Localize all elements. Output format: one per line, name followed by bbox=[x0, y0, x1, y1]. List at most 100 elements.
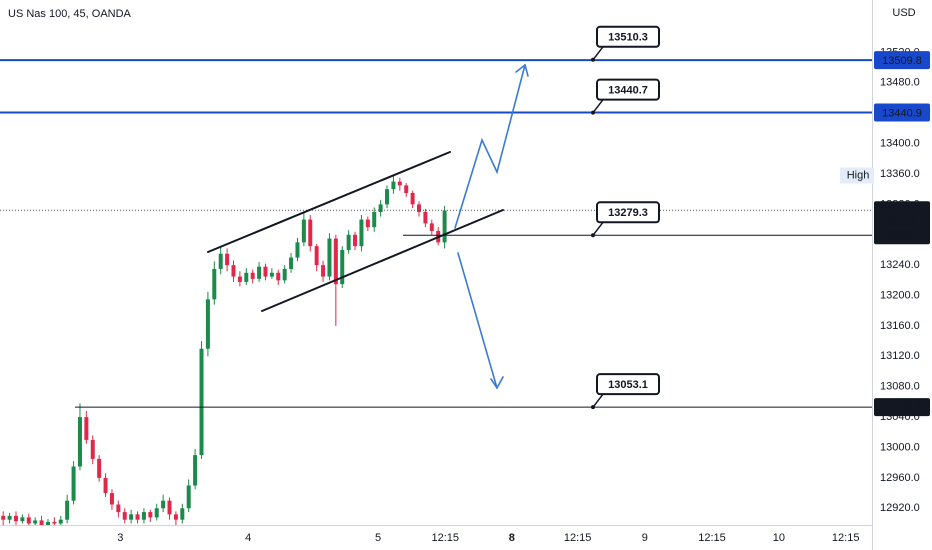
candle-body bbox=[263, 266, 268, 277]
candle-body bbox=[71, 466, 76, 501]
candle-body bbox=[180, 508, 185, 520]
candle-body bbox=[199, 348, 204, 456]
candle-body bbox=[321, 265, 326, 277]
candle-body bbox=[340, 249, 345, 285]
arrow-up-head bbox=[515, 63, 529, 77]
levels: 13510.3 13440.7 13279.3 13053.1 bbox=[0, 25, 872, 410]
candle-body bbox=[314, 246, 319, 266]
candle-body bbox=[167, 500, 172, 515]
price-tag-label: 13053.1 bbox=[882, 402, 922, 414]
candle-body bbox=[391, 181, 396, 190]
price-tag bbox=[874, 51, 930, 70]
countdown: 00:43 bbox=[888, 217, 916, 229]
candle-body bbox=[429, 223, 434, 231]
callout-tail bbox=[592, 46, 604, 61]
candle-body bbox=[84, 417, 89, 440]
candle-body bbox=[417, 204, 422, 212]
candle-body bbox=[33, 520, 38, 524]
x-tick-label: 9 bbox=[642, 532, 648, 544]
drawings bbox=[207, 63, 529, 390]
candle-body bbox=[282, 268, 287, 281]
candle-body bbox=[276, 272, 281, 281]
callout-label: 13279.3 bbox=[608, 207, 648, 219]
candle-body bbox=[154, 508, 159, 518]
callout-anchor bbox=[591, 57, 595, 62]
candle-body bbox=[244, 272, 249, 282]
candle-body bbox=[365, 219, 370, 228]
y-tick-label: 12920.0 bbox=[880, 502, 920, 514]
candle-body bbox=[404, 185, 409, 193]
x-tick-label: 12:15 bbox=[564, 532, 592, 544]
axes: 12920.012960.013000.013040.013080.013120… bbox=[117, 46, 930, 544]
candle-body bbox=[97, 458, 102, 478]
candle-body bbox=[257, 266, 262, 279]
x-tick-label: 12:15 bbox=[832, 532, 860, 544]
x-tick-label: 10 bbox=[773, 532, 785, 544]
callout-anchor bbox=[591, 405, 595, 410]
x-tick-label: 4 bbox=[245, 532, 251, 544]
candle-body bbox=[327, 238, 332, 277]
candle-body bbox=[109, 493, 114, 505]
candle-body bbox=[308, 219, 313, 247]
candle-body bbox=[77, 417, 82, 467]
last-price-tag bbox=[874, 201, 930, 232]
arrow-down-head bbox=[490, 376, 504, 390]
callout-label: 13510.3 bbox=[608, 32, 648, 44]
high-tag bbox=[840, 167, 874, 184]
candle-body bbox=[141, 512, 146, 520]
candle-body bbox=[231, 265, 236, 277]
y-tick-label: 13000.0 bbox=[880, 441, 920, 453]
candle-body bbox=[378, 204, 383, 212]
candle-body bbox=[346, 234, 351, 250]
candle-body bbox=[52, 521, 57, 524]
candle-body bbox=[295, 242, 300, 258]
candle-body bbox=[218, 253, 223, 269]
candle-body bbox=[301, 219, 306, 243]
candle-body bbox=[26, 517, 31, 524]
callout-anchor bbox=[591, 233, 595, 238]
y-tick-label: 13160.0 bbox=[880, 320, 920, 332]
candle-body bbox=[250, 272, 255, 279]
candle-body bbox=[122, 512, 127, 520]
y-tick-label: 13200.0 bbox=[880, 289, 920, 301]
x-tick-label: 8 bbox=[509, 532, 515, 544]
candle-body bbox=[1, 515, 6, 520]
y-tick-label: 13480.0 bbox=[880, 77, 920, 89]
candle-body bbox=[7, 515, 12, 520]
candle-body bbox=[103, 477, 108, 494]
callout-tail bbox=[592, 99, 604, 114]
candle-body bbox=[148, 512, 153, 518]
callout-box bbox=[596, 201, 660, 224]
arrow-down bbox=[457, 252, 498, 389]
x-tick-label: 12:15 bbox=[431, 532, 459, 544]
price-tag bbox=[874, 398, 930, 417]
y-tick-label: 13080.0 bbox=[880, 381, 920, 393]
callout-box bbox=[596, 373, 660, 396]
candle-body bbox=[135, 514, 140, 520]
candle-body bbox=[269, 272, 274, 277]
currency: USD bbox=[892, 7, 915, 19]
callout-tail bbox=[592, 221, 604, 236]
candle-body bbox=[173, 514, 178, 520]
callout-box bbox=[596, 78, 660, 101]
candle-body bbox=[186, 485, 191, 509]
candle-body bbox=[410, 192, 415, 205]
x-tick-label: 3 bbox=[117, 532, 123, 544]
candle-body bbox=[45, 521, 50, 525]
y-tick-label: 13400.0 bbox=[880, 138, 920, 150]
candle-body bbox=[65, 500, 70, 520]
candle-body bbox=[333, 238, 338, 285]
price-tag-label: 13440.9 bbox=[882, 107, 922, 119]
candle-body bbox=[353, 234, 358, 247]
candle-body bbox=[205, 299, 210, 349]
candle-body bbox=[359, 219, 364, 247]
candle-body bbox=[39, 520, 44, 525]
candle-body bbox=[212, 268, 217, 300]
callout-tail bbox=[592, 393, 604, 408]
candle-body bbox=[423, 211, 428, 224]
x-tick-label: 12:15 bbox=[698, 532, 726, 544]
callout-box bbox=[596, 25, 660, 48]
last-price-label: 13312.2 bbox=[882, 204, 922, 216]
candle-body bbox=[129, 514, 134, 520]
